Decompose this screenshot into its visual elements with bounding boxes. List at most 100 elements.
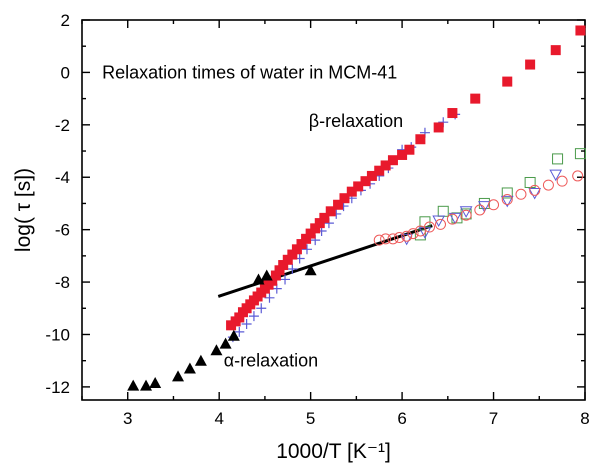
data-point-filled-square: [278, 260, 289, 271]
y-tick-label: -12: [45, 378, 70, 397]
data-point-open-square: [524, 176, 536, 188]
series-plus: [227, 109, 461, 343]
data-point-open-circle: [401, 230, 413, 242]
x-axis-label: 1000/T [K⁻¹]: [276, 440, 391, 463]
data-point-filled-triangle: [219, 337, 232, 349]
data-point-filled-square: [333, 199, 344, 210]
data-point-filled-square: [550, 45, 561, 56]
data-point-open-circle: [488, 199, 500, 211]
data-point-filled-square: [287, 249, 298, 260]
data-point-filled-square: [353, 181, 364, 192]
x-tick-label: 8: [580, 409, 589, 428]
data-point-filled-square: [301, 233, 312, 244]
data-point-filled-square: [325, 206, 336, 217]
x-tick-label: 4: [214, 409, 223, 428]
data-point-open-circle: [529, 184, 541, 196]
data-point-filled-triangle: [252, 273, 265, 285]
data-point-open-triangle-down: [528, 187, 542, 200]
data-point-filled-square: [397, 149, 408, 160]
data-point-open-circle: [515, 188, 527, 200]
data-point-filled-square: [404, 144, 415, 155]
data-point-open-square: [501, 187, 513, 199]
data-point-open-circle: [407, 228, 419, 240]
x-tick-label: 5: [306, 409, 315, 428]
data-point-filled-square: [447, 108, 458, 119]
data-point-filled-square: [274, 265, 285, 276]
data-point-open-circle: [414, 225, 426, 237]
data-point-filled-square: [314, 218, 325, 229]
x-tick-label: 6: [397, 409, 406, 428]
y-tick-label: -10: [45, 325, 70, 344]
data-point-open-circle: [373, 234, 385, 246]
data-point-filled-triangle: [194, 354, 207, 366]
data-point-open-circle: [424, 221, 436, 233]
data-point-filled-square: [234, 312, 245, 323]
y-tick-label: 2: [61, 11, 70, 30]
plot-frame: [81, 19, 586, 401]
data-point-filled-triangle: [140, 379, 153, 391]
data-point-filled-square: [433, 122, 444, 133]
data-point-filled-square: [470, 93, 481, 104]
y-tick-label: -2: [55, 116, 70, 135]
data-point-filled-square: [380, 160, 391, 171]
data-point-filled-triangle: [227, 329, 240, 341]
series-open-square: [414, 148, 586, 241]
data-point-open-circle: [556, 175, 568, 187]
data-point-plus: [248, 311, 259, 322]
data-point-plus: [234, 326, 245, 337]
x-tick-label: 3: [123, 409, 132, 428]
data-point-open-triangle-down: [448, 212, 462, 225]
y-tick-label: 0: [61, 63, 70, 82]
data-point-filled-square: [387, 155, 398, 166]
series-filled-square: [226, 25, 586, 331]
y-axis-label: log( τ [s]): [12, 168, 35, 252]
series-filled-triangle: [127, 264, 317, 391]
data-point-open-triangle-down: [500, 195, 514, 208]
series-open-circle: [373, 170, 584, 246]
data-point-filled-square: [305, 228, 316, 239]
data-point-open-circle: [501, 194, 513, 206]
data-point-plus: [301, 244, 312, 255]
y-tick-label: -4: [55, 168, 70, 187]
data-point-filled-square: [296, 239, 307, 250]
data-point-filled-triangle: [183, 362, 196, 374]
y-tick-label: -8: [55, 273, 70, 292]
data-point-open-circle: [542, 179, 554, 191]
data-point-plus: [280, 274, 291, 285]
data-point-open-circle: [380, 233, 392, 245]
data-point-plus: [287, 263, 298, 274]
data-point-open-circle: [572, 170, 584, 182]
data-point-filled-square: [374, 165, 385, 176]
data-point-open-circle: [393, 232, 405, 244]
beta-relaxation-label: β-relaxation: [309, 111, 403, 131]
data-point-plus: [241, 319, 252, 329]
data-point-filled-triangle: [172, 370, 185, 382]
data-point-filled-triangle: [127, 379, 140, 391]
data-point-filled-triangle: [260, 269, 273, 281]
data-point-filled-square: [525, 59, 536, 70]
data-point-open-triangle-down: [478, 201, 491, 213]
data-point-filled-square: [415, 134, 426, 145]
x-tick-label: 7: [489, 409, 498, 428]
data-point-open-triangle-down: [432, 215, 446, 228]
data-point-open-square: [552, 153, 564, 165]
data-point-plus: [256, 303, 267, 314]
fit-line: [217, 224, 433, 298]
data-point-filled-triangle: [304, 264, 317, 276]
data-point-filled-square: [346, 186, 357, 197]
data-point-filled-square: [267, 275, 278, 286]
data-point-filled-triangle: [149, 376, 162, 388]
data-point-filled-square: [366, 170, 377, 181]
data-point-open-square: [574, 148, 586, 160]
data-point-open-circle: [435, 218, 447, 230]
data-point-filled-square: [502, 76, 513, 87]
data-point-open-circle: [460, 209, 472, 221]
data-point-filled-square: [319, 212, 330, 223]
data-point-plus: [264, 292, 275, 303]
data-point-filled-square: [270, 270, 281, 281]
data-point-open-triangle-down: [459, 206, 473, 218]
data-point-filled-square: [360, 176, 371, 187]
alpha-relaxation-label: α-relaxation: [224, 351, 318, 371]
data-point-open-triangle-down: [549, 169, 563, 182]
data-point-filled-square: [339, 193, 350, 204]
